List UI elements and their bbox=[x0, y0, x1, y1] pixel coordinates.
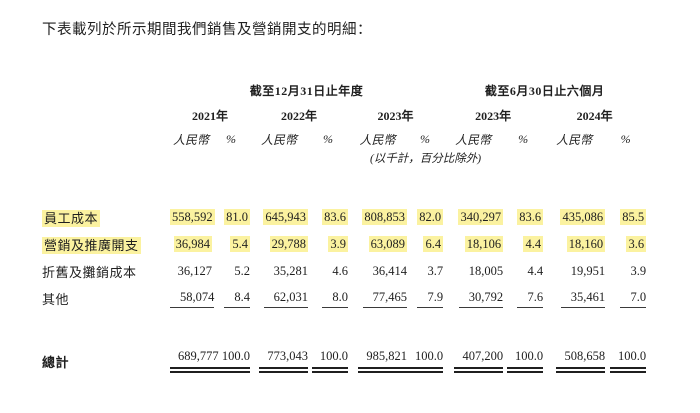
cell-value: 35,461 bbox=[543, 285, 606, 312]
cell-value: 83.6 bbox=[322, 209, 348, 225]
currency-header: 人民幣 bbox=[260, 132, 297, 147]
cell-value: 83.6 bbox=[517, 209, 544, 225]
total-value: 689,777 bbox=[170, 346, 219, 376]
cell-value: 8.4 bbox=[212, 285, 250, 312]
table-row-depreciation-amortisation: 折舊及攤銷成本 36,127 5.2 35,281 4.6 36,414 3.7… bbox=[42, 258, 646, 285]
cell-value: 6.4 bbox=[423, 236, 444, 252]
row-label: 折舊及攤銷成本 bbox=[42, 265, 137, 280]
cell-value: 3.6 bbox=[626, 236, 647, 252]
cell-value: 29,788 bbox=[269, 236, 308, 252]
empty-cell bbox=[42, 128, 170, 150]
empty-cell bbox=[42, 102, 170, 128]
cell-value: 62,031 bbox=[250, 285, 308, 312]
cell-value: 3.9 bbox=[328, 236, 348, 252]
cell-value: 18,160 bbox=[566, 236, 606, 252]
total-value: 407,200 bbox=[443, 346, 504, 376]
total-value: 100.0 bbox=[407, 346, 444, 376]
cell-value: 340,297 bbox=[458, 209, 504, 225]
cell-value: 5.2 bbox=[234, 264, 250, 278]
cell-value: 36,127 bbox=[177, 264, 212, 278]
empty-cell bbox=[503, 150, 646, 174]
year-header-2021: 2021年 bbox=[191, 108, 228, 123]
cell-value: 7.0 bbox=[605, 285, 647, 312]
period-header-annual: 截至12月31日止年度 bbox=[249, 84, 364, 98]
cell-value: 7.9 bbox=[407, 285, 444, 312]
year-header-row: 2021年 2022年 2023年 2023年 2024年 bbox=[42, 102, 646, 128]
empty-cell bbox=[42, 150, 348, 174]
percent-header: % bbox=[323, 131, 333, 146]
currency-header: 人民幣 bbox=[455, 132, 492, 147]
percent-header: % bbox=[518, 131, 529, 146]
cell-value: 7.6 bbox=[503, 285, 544, 312]
cell-value: 77,465 bbox=[348, 285, 407, 312]
percent-header: % bbox=[620, 131, 631, 146]
year-header-2023: 2023年 bbox=[377, 108, 414, 123]
percent-header: % bbox=[420, 131, 431, 146]
cell-value: 645,943 bbox=[263, 209, 308, 225]
units-note: (以千計，百分比除外) bbox=[369, 153, 482, 165]
cell-value: 36,414 bbox=[372, 264, 407, 278]
cell-value: 18,005 bbox=[468, 264, 504, 278]
cell-value: 36,984 bbox=[173, 236, 212, 252]
selling-expenses-table: 截至12月31日止年度 截至6月30日止六個月 2021年 2022年 2023… bbox=[42, 75, 647, 376]
units-note-row: (以千計，百分比除外) bbox=[42, 150, 646, 174]
empty-cell bbox=[42, 75, 170, 102]
cell-value: 4.4 bbox=[523, 236, 544, 252]
row-label: 營銷及推廣開支 bbox=[42, 237, 141, 254]
cell-value: 558,592 bbox=[170, 209, 215, 225]
table-row-total: 總計 689,777 100.0 773,043 100.0 985,821 1… bbox=[42, 346, 647, 376]
cell-value: 63,089 bbox=[368, 236, 407, 252]
table-row-others: 其他 58,074 8.4 62,031 8.0 77,465 7.9 30,7… bbox=[42, 285, 647, 312]
cell-value: 18,106 bbox=[464, 236, 504, 252]
total-value: 100.0 bbox=[503, 346, 544, 376]
cell-value: 435,086 bbox=[560, 209, 606, 225]
spacer-row bbox=[42, 174, 646, 204]
currency-header: 人民幣 bbox=[172, 132, 209, 147]
cell-value: 19,951 bbox=[570, 264, 606, 278]
spacer-row bbox=[42, 312, 646, 346]
currency-header: 人民幣 bbox=[556, 132, 593, 147]
year-header-2023-interim: 2023年 bbox=[475, 108, 512, 123]
percent-header: % bbox=[226, 131, 236, 146]
cell-value: 82.0 bbox=[417, 209, 444, 225]
total-value: 985,821 bbox=[348, 346, 407, 376]
cell-value: 5.4 bbox=[230, 236, 250, 252]
row-label: 其他 bbox=[42, 292, 70, 307]
table-row-marketing-promotion: 營銷及推廣開支 36,984 5.4 29,788 3.9 63,089 6.4… bbox=[42, 231, 647, 258]
year-header-2022: 2022年 bbox=[280, 108, 317, 123]
cell-value: 30,792 bbox=[443, 285, 504, 312]
year-header-2024-interim: 2024年 bbox=[576, 108, 613, 123]
total-value: 508,658 bbox=[543, 346, 606, 376]
period-header-interim: 截至6月30日止六個月 bbox=[484, 84, 605, 98]
total-value: 100.0 bbox=[605, 346, 647, 376]
cell-value: 8.0 bbox=[308, 285, 348, 312]
cell-value: 4.4 bbox=[527, 264, 544, 278]
currency-header: 人民幣 bbox=[359, 132, 396, 147]
cell-value: 3.9 bbox=[630, 264, 647, 278]
cell-value: 58,074 bbox=[170, 285, 215, 312]
cell-value: 808,853 bbox=[362, 209, 407, 225]
cell-value: 81.0 bbox=[224, 209, 250, 225]
total-label: 總計 bbox=[42, 354, 70, 370]
row-label: 員工成本 bbox=[42, 210, 101, 227]
cell-value: 35,281 bbox=[273, 264, 308, 278]
page-title: 下表載列於所示期間我們銷售及營銷開支的明細： bbox=[42, 22, 372, 38]
total-value: 100.0 bbox=[308, 346, 348, 376]
cell-value: 85.5 bbox=[620, 209, 647, 225]
total-value: 100.0 bbox=[212, 346, 250, 376]
table-row-staff-costs: 員工成本 558,592 81.0 645,943 83.6 808,853 8… bbox=[42, 204, 647, 231]
cell-value: 3.7 bbox=[427, 264, 444, 278]
cell-value: 4.6 bbox=[332, 264, 348, 278]
total-value: 773,043 bbox=[250, 346, 308, 376]
unit-header-row: 人民幣 % 人民幣 % 人民幣 % 人民幣 % 人民幣 % bbox=[42, 128, 646, 150]
period-header-row: 截至12月31日止年度 截至6月30日止六個月 bbox=[42, 75, 646, 102]
